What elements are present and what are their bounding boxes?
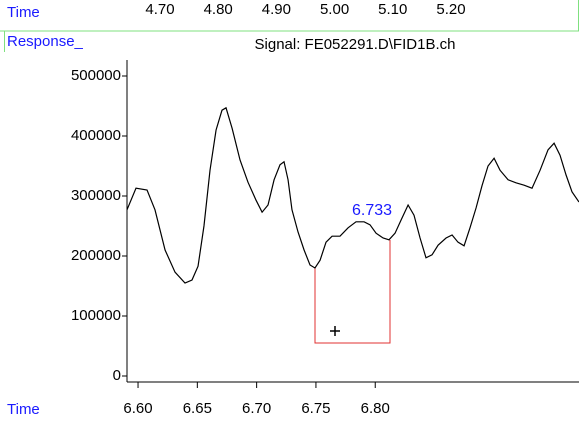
top-tick-label: 4.80 <box>204 1 233 18</box>
x-tick-label: 6.70 <box>242 400 271 417</box>
cursor <box>330 326 340 336</box>
x-tick-label: 6.65 <box>183 400 212 417</box>
top-tick-label: 5.20 <box>436 1 465 18</box>
top-tick-label: 5.10 <box>378 1 407 18</box>
y-tick-label: 200000 <box>71 247 121 264</box>
chart-title: Signal: FE052291.D\FID1B.ch <box>255 36 456 53</box>
signal-trace <box>126 106 579 284</box>
y-axis-label: Response_ <box>7 33 84 50</box>
top-axis-label: Time <box>7 4 40 21</box>
integration-box <box>314 240 391 344</box>
y-tick-label: 100000 <box>71 307 121 324</box>
top-tick-label: 5.00 <box>320 1 349 18</box>
y-tick-label: 400000 <box>71 127 121 144</box>
y-tick-label: 0 <box>113 367 121 384</box>
x-tick-label: 6.60 <box>123 400 152 417</box>
y-tick-label: 300000 <box>71 187 121 204</box>
top-tick-label: 4.70 <box>145 1 174 18</box>
x-axis-label: Time <box>7 401 40 418</box>
y-tick-label: 500000 <box>71 67 121 84</box>
top-tick-label: 4.90 <box>262 1 291 18</box>
x-tick-label: 6.80 <box>361 400 390 417</box>
peak-label: 6.733 <box>352 202 392 219</box>
x-tick-label: 6.75 <box>301 400 330 417</box>
